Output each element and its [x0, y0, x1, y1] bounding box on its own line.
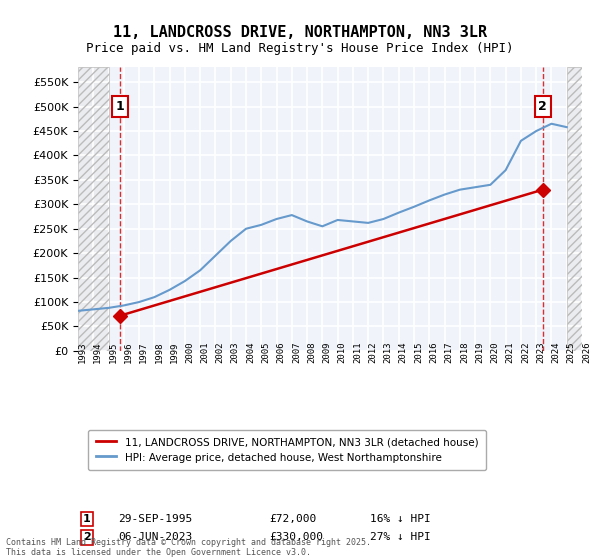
Legend: 11, LANDCROSS DRIVE, NORTHAMPTON, NN3 3LR (detached house), HPI: Average price, : 11, LANDCROSS DRIVE, NORTHAMPTON, NN3 3L… [88, 430, 485, 470]
Text: 2004: 2004 [246, 342, 255, 363]
Bar [78, 67, 109, 351]
Text: 2003: 2003 [231, 342, 240, 363]
Text: 2006: 2006 [277, 342, 286, 363]
Text: Price paid vs. HM Land Registry's House Price Index (HPI): Price paid vs. HM Land Registry's House … [86, 42, 514, 55]
Text: 2001: 2001 [200, 342, 209, 363]
Text: 1998: 1998 [154, 342, 163, 363]
Text: 2022: 2022 [521, 342, 530, 363]
Text: 1995: 1995 [109, 342, 118, 363]
Text: 2025: 2025 [567, 342, 576, 363]
Text: 2024: 2024 [551, 342, 560, 363]
Text: 2021: 2021 [506, 342, 515, 363]
Text: 2017: 2017 [445, 342, 454, 363]
Text: 1993: 1993 [78, 342, 87, 363]
Text: 2: 2 [83, 533, 91, 542]
Text: 2020: 2020 [490, 342, 499, 363]
Text: 2009: 2009 [322, 342, 331, 363]
Text: 2015: 2015 [414, 342, 423, 363]
Text: 27% ↓ HPI: 27% ↓ HPI [370, 533, 431, 542]
Text: 2019: 2019 [475, 342, 484, 363]
Text: 2007: 2007 [292, 342, 301, 363]
Text: 2010: 2010 [338, 342, 347, 363]
Bar [567, 67, 582, 351]
Text: 1999: 1999 [170, 342, 179, 363]
Text: £72,000: £72,000 [269, 514, 317, 524]
Bar [78, 67, 109, 351]
Text: 2018: 2018 [460, 342, 469, 363]
Text: 2012: 2012 [368, 342, 377, 363]
Text: 2023: 2023 [536, 342, 545, 363]
Text: 11, LANDCROSS DRIVE, NORTHAMPTON, NN3 3LR: 11, LANDCROSS DRIVE, NORTHAMPTON, NN3 3L… [113, 25, 487, 40]
Text: 2014: 2014 [399, 342, 408, 363]
Text: 2008: 2008 [307, 342, 316, 363]
Text: 2013: 2013 [383, 342, 392, 363]
Text: 29-SEP-1995: 29-SEP-1995 [118, 514, 193, 524]
Text: 2016: 2016 [429, 342, 438, 363]
Text: 2002: 2002 [215, 342, 224, 363]
Text: 1994: 1994 [93, 342, 102, 363]
Text: 06-JUN-2023: 06-JUN-2023 [118, 533, 193, 542]
Text: 2026: 2026 [582, 342, 591, 363]
Text: 2: 2 [538, 100, 547, 113]
Text: 1: 1 [83, 514, 91, 524]
Text: 1997: 1997 [139, 342, 148, 363]
Text: 2005: 2005 [261, 342, 270, 363]
Text: 16% ↓ HPI: 16% ↓ HPI [370, 514, 431, 524]
Text: 1: 1 [116, 100, 124, 113]
Text: 2011: 2011 [353, 342, 362, 363]
Text: 2000: 2000 [185, 342, 194, 363]
Bar [567, 67, 582, 351]
Text: 1996: 1996 [124, 342, 133, 363]
Text: Contains HM Land Registry data © Crown copyright and database right 2025.
This d: Contains HM Land Registry data © Crown c… [6, 538, 371, 557]
Text: £330,000: £330,000 [269, 533, 323, 542]
